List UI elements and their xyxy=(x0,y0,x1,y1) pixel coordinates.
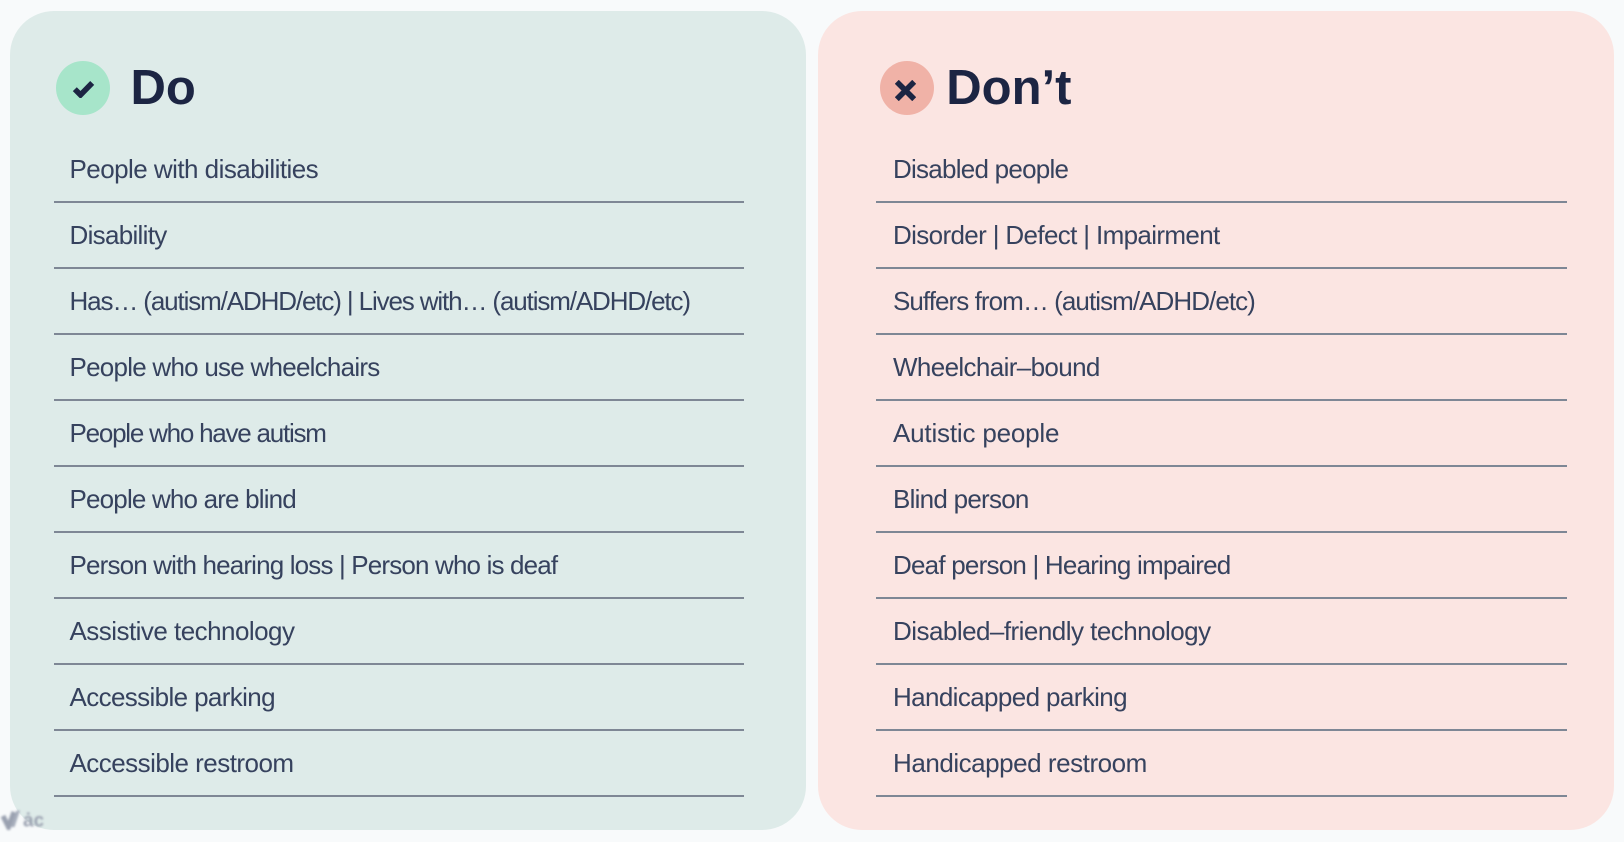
svg-text:ȧc: ȧc xyxy=(23,811,43,831)
